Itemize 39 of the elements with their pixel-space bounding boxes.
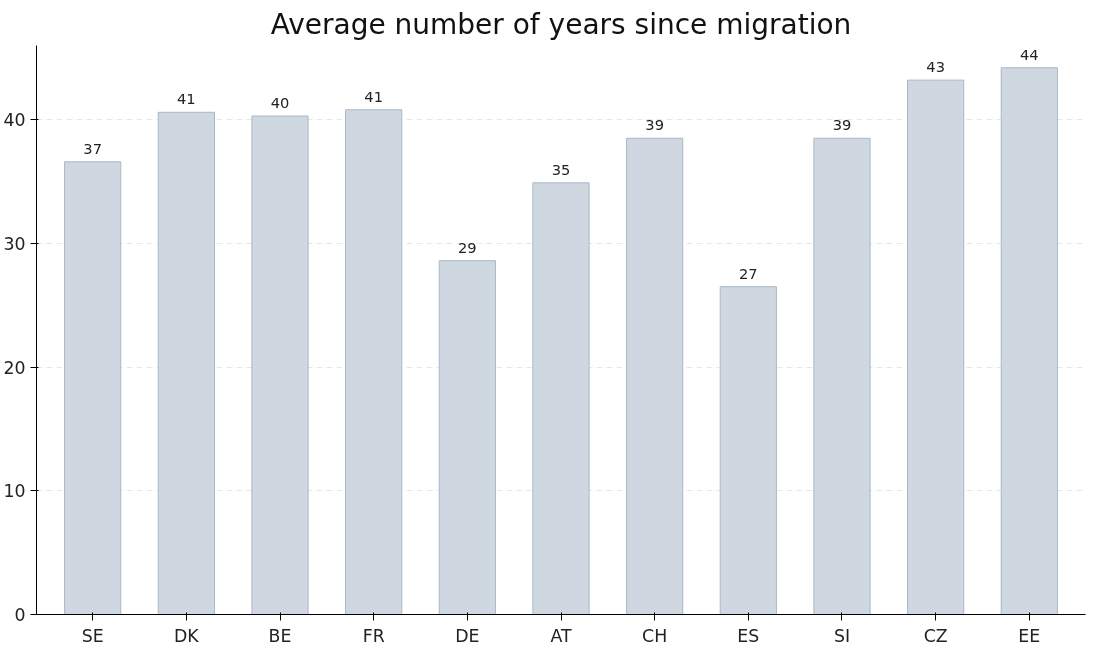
x-tick-label: AT [550, 625, 572, 646]
bar [1000, 67, 1058, 615]
x-tick-label: DE [455, 625, 480, 646]
bar [719, 286, 777, 615]
data-label: 41 [364, 87, 384, 105]
data-label: 29 [458, 238, 477, 256]
x-tick-label: SE [81, 625, 104, 646]
data-label: 41 [177, 90, 196, 108]
x-tick-label: SI [833, 625, 851, 646]
x-tick-label: EE [1018, 625, 1041, 646]
data-label: 40 [270, 94, 290, 112]
y-tick-label: 20 [3, 357, 26, 378]
bar [64, 161, 122, 615]
bar [813, 137, 871, 615]
data-label: 39 [832, 116, 852, 134]
bar [157, 111, 215, 615]
data-label: 37 [83, 139, 103, 157]
bar [532, 182, 590, 615]
bar [251, 115, 309, 615]
chart-title: Average number of years since migration [270, 7, 852, 41]
bar [438, 260, 496, 615]
x-tick-label: CZ [923, 625, 948, 646]
bar [345, 109, 403, 615]
y-tick-label: 40 [3, 110, 26, 131]
y-tick-label: 30 [3, 233, 26, 254]
y-tick-label: 10 [3, 481, 26, 502]
x-tick-label: BE [268, 625, 292, 646]
data-label: 44 [1019, 45, 1039, 63]
x-tick-label: CH [642, 625, 668, 646]
data-label: 27 [739, 264, 758, 282]
data-label: 35 [551, 160, 571, 178]
x-tick-label: DK [174, 625, 200, 646]
y-tick-label: 0 [14, 605, 26, 625]
x-tick-label: FR [362, 625, 385, 646]
bar [907, 79, 965, 615]
data-label: 43 [926, 58, 945, 76]
data-label: 39 [645, 116, 664, 134]
x-tick-label: ES [737, 625, 760, 646]
bar [626, 137, 684, 615]
